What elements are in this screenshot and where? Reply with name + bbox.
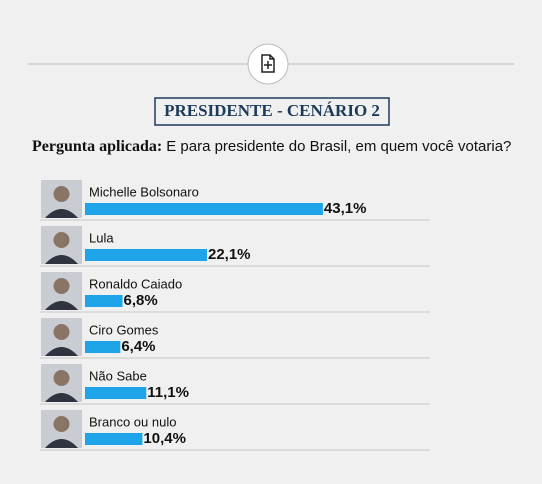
bar	[85, 203, 323, 215]
photo-head	[53, 324, 70, 340]
value-label: 11,1%	[147, 384, 189, 401]
title-box	[154, 97, 390, 126]
question-text: E para presidente do Brasil, em quem voc…	[166, 138, 511, 155]
photo-body	[45, 439, 78, 448]
document-icon	[261, 54, 275, 73]
photo-body	[45, 347, 78, 356]
bar	[85, 249, 207, 261]
photo-body	[45, 255, 78, 264]
value-label: 22,1%	[208, 246, 251, 263]
category-label: Ronaldo Caiado	[89, 276, 182, 291]
value-label: 6,8%	[124, 292, 158, 309]
question: Pergunta aplicada: E para presidente do …	[32, 138, 511, 155]
category-label: Lula	[89, 230, 114, 245]
category-label: Ciro Gomes	[89, 322, 159, 337]
photo-head	[53, 278, 70, 294]
value-label: 10,4%	[143, 430, 186, 447]
bar	[85, 387, 147, 399]
photo-head	[53, 186, 70, 202]
photo	[41, 272, 82, 310]
photo-body	[45, 301, 78, 310]
value-label: 43,1%	[324, 200, 367, 217]
photo	[41, 410, 82, 448]
bar	[85, 433, 143, 445]
photo-body	[45, 393, 78, 402]
photo-head	[53, 232, 70, 248]
photo-head	[53, 370, 70, 386]
photo-body	[45, 209, 78, 218]
category-label: Branco ou nulo	[89, 414, 176, 429]
chart-title: PRESIDENTE - CENÁRIO 2	[164, 101, 380, 120]
bar	[85, 341, 121, 353]
value-label: 6,4%	[121, 338, 155, 355]
question-label: Pergunta aplicada:	[32, 138, 162, 155]
photo	[41, 364, 82, 402]
photo	[41, 318, 82, 356]
category-label: Michelle Bolsonaro	[89, 184, 199, 199]
photo-head	[53, 416, 70, 432]
bar	[85, 295, 123, 307]
photo	[41, 226, 82, 264]
photo	[41, 180, 82, 218]
category-label: Não Sabe	[89, 368, 147, 383]
